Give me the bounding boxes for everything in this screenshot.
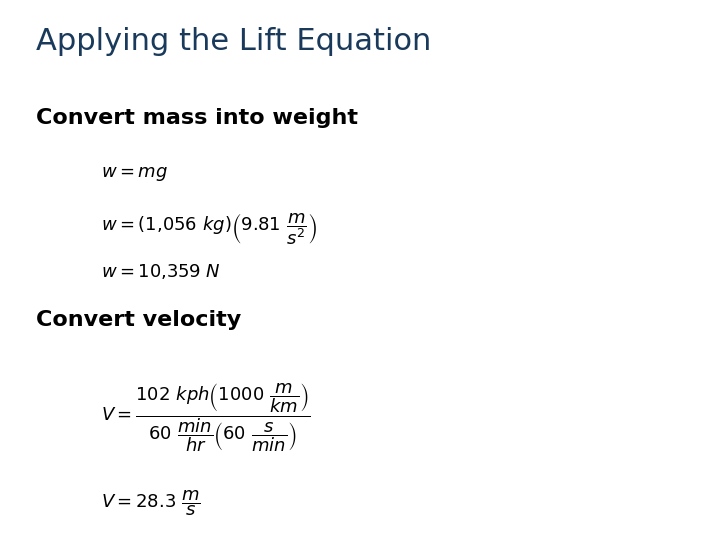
Text: $V = \dfrac{102\ kph\left(1000\ \dfrac{m}{km}\right)}{60\ \dfrac{min}{hr}\left(6: $V = \dfrac{102\ kph\left(1000\ \dfrac{m…	[101, 381, 311, 454]
Text: Convert velocity: Convert velocity	[36, 310, 241, 330]
Text: Applying the Lift Equation: Applying the Lift Equation	[36, 27, 431, 56]
Text: Convert mass into weight: Convert mass into weight	[36, 108, 358, 128]
Text: $V = 28.3\ \dfrac{m}{s}$: $V = 28.3\ \dfrac{m}{s}$	[101, 489, 201, 518]
Text: $w = 10{,}359\ N$: $w = 10{,}359\ N$	[101, 262, 220, 281]
Text: $w = mg$: $w = mg$	[101, 165, 168, 183]
Text: $w = (1{,}056\ kg)\left(9.81\ \dfrac{m}{s^2}\right)$: $w = (1{,}056\ kg)\left(9.81\ \dfrac{m}{…	[101, 212, 317, 247]
